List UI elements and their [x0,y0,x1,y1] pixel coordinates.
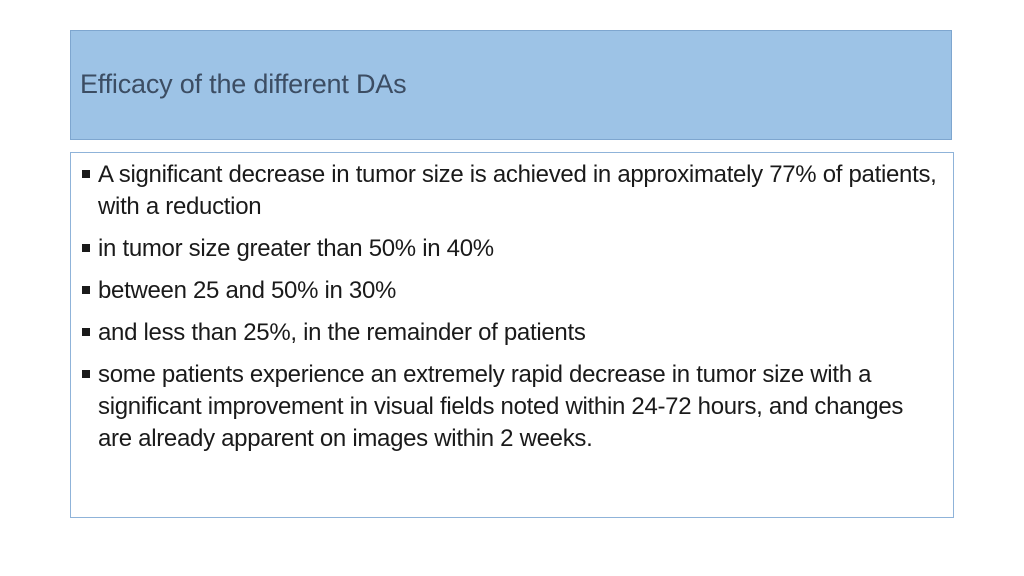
bullet-text: in tumor size greater than 50% in 40% [98,235,494,262]
bullet-item: A significant decrease in tumor size is … [79,159,939,223]
square-bullet-icon [82,328,90,336]
bullet-item: between 25 and 50% in 30% [79,275,939,307]
title-placeholder[interactable]: Efficacy of the different DAs [70,30,952,140]
bullet-text: between 25 and 50% in 30% [98,277,397,304]
bullet-text: some patients experience an extremely ra… [98,361,904,452]
bullet-item: in tumor size greater than 50% in 40% [79,233,939,265]
bullet-item: and less than 25%, in the remainder of p… [79,317,939,349]
content-placeholder[interactable]: A significant decrease in tumor size is … [70,152,954,518]
square-bullet-icon [82,286,90,294]
square-bullet-icon [82,244,90,252]
bullet-item: some patients experience an extremely ra… [79,359,939,455]
bullet-text: and less than 25%, in the remainder of p… [98,319,586,346]
bullet-list: A significant decrease in tumor size is … [79,159,939,465]
square-bullet-icon [82,370,90,378]
square-bullet-icon [82,170,90,178]
slide-title: Efficacy of the different DAs [80,69,407,99]
bullet-text: A significant decrease in tumor size is … [98,161,937,220]
